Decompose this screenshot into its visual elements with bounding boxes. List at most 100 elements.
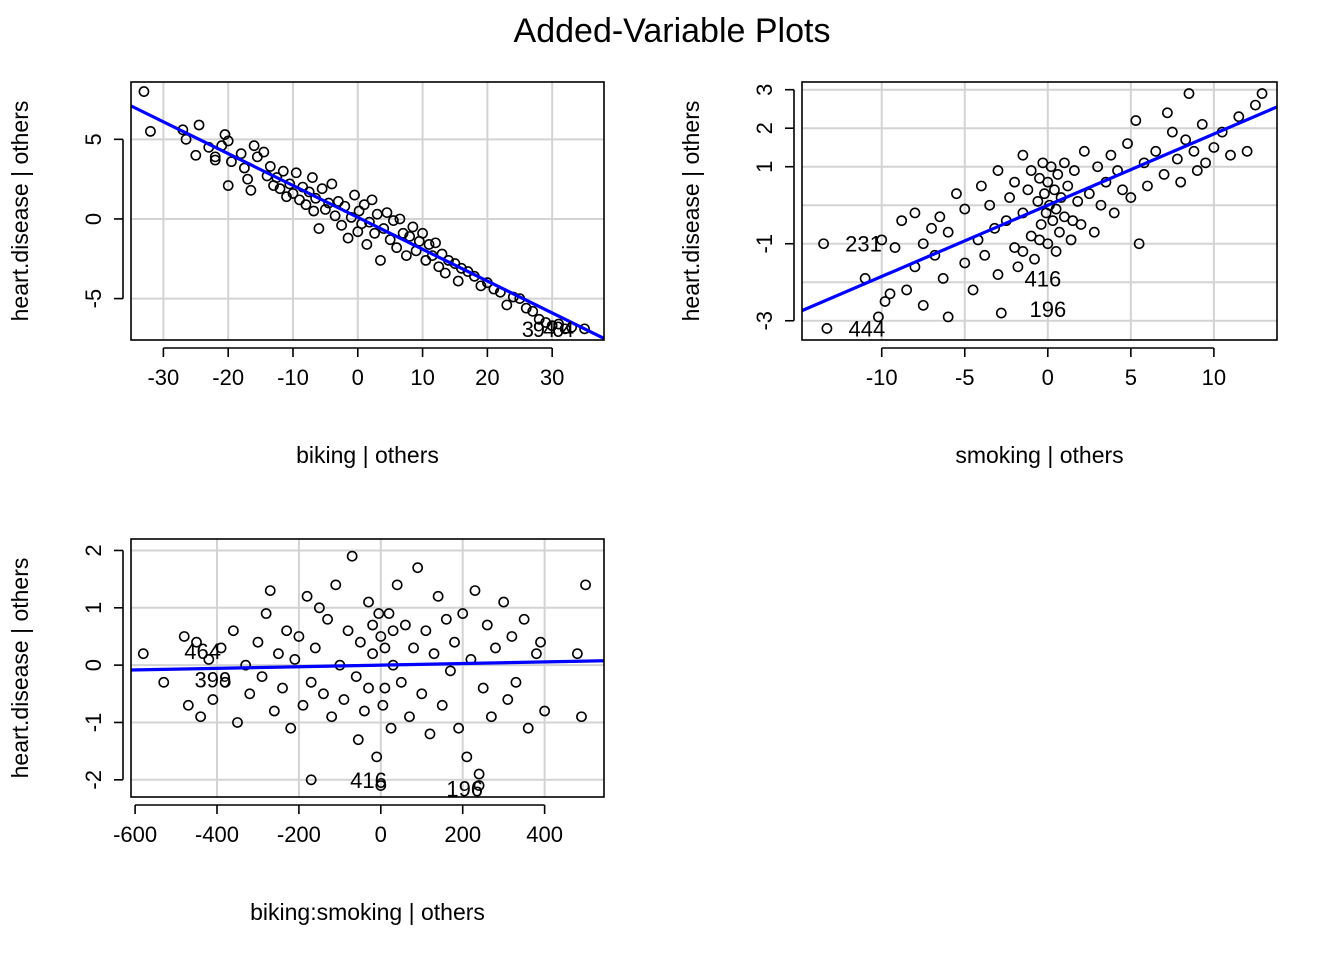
data-point: [1034, 234, 1045, 246]
data-point: [191, 636, 202, 648]
data-point: [178, 631, 190, 642]
data-point: [369, 227, 381, 239]
data-point: [319, 204, 331, 215]
data-point: [219, 129, 231, 140]
data-point: [232, 717, 243, 728]
data-point: [436, 699, 448, 711]
data-point: [359, 705, 370, 717]
point-label: 196: [1030, 297, 1067, 322]
x-tick-label: -10: [277, 365, 309, 390]
data-point: [992, 269, 1004, 280]
data-point: [193, 119, 205, 131]
data-point: [363, 682, 374, 694]
data-point: [318, 688, 329, 700]
data-point: [959, 257, 971, 269]
y-axis-title: heart.disease | others: [7, 558, 33, 779]
data-point: [821, 323, 833, 334]
x-tick-label: -20: [212, 365, 244, 390]
data-point: [290, 167, 302, 179]
data-point: [522, 722, 534, 734]
data-point: [373, 608, 385, 619]
data-point: [353, 205, 365, 217]
data-point: [274, 183, 286, 195]
x-tick-label: -10: [866, 365, 898, 390]
data-point: [926, 222, 937, 234]
data-point: [285, 722, 297, 734]
data-point: [287, 188, 299, 199]
data-point: [383, 608, 395, 619]
data-point: [1133, 238, 1145, 250]
data-point: [377, 699, 389, 711]
data-point: [1095, 199, 1107, 211]
data-point: [430, 237, 441, 249]
fit-line: [802, 105, 1277, 313]
data-point: [942, 226, 954, 238]
data-point: [371, 751, 383, 763]
data-point: [1088, 226, 1100, 238]
data-point: [1059, 157, 1070, 169]
data-point: [934, 211, 946, 223]
data-point: [1196, 118, 1208, 130]
data-point: [420, 625, 432, 637]
data-point: [381, 207, 393, 218]
data-point: [457, 608, 469, 619]
y-axis-title: heart.disease | others: [678, 101, 704, 322]
data-point: [309, 642, 321, 654]
data-point: [308, 205, 320, 217]
data-point: [301, 590, 313, 602]
data-point: [1025, 165, 1037, 176]
data-point: [322, 613, 333, 625]
data-point: [1122, 138, 1133, 150]
data-point: [215, 642, 227, 654]
data-point: [1250, 99, 1261, 111]
data-point: [336, 219, 347, 231]
data-point: [1150, 145, 1162, 157]
data-point: [579, 323, 590, 335]
point-label: 4: [562, 317, 574, 342]
data-point: [289, 654, 301, 665]
data-point: [531, 648, 542, 660]
data-point: [400, 250, 412, 261]
data-point: [367, 619, 379, 631]
x-tick-label: 5: [1125, 365, 1137, 390]
data-point: [984, 199, 996, 211]
data-point: [527, 305, 539, 317]
point-label: 9: [533, 317, 545, 342]
data-point: [240, 659, 252, 671]
data-point: [533, 313, 545, 325]
data-point: [452, 275, 464, 287]
data-point: [1065, 234, 1077, 246]
data-point: [879, 296, 891, 307]
data-point: [1125, 192, 1137, 203]
y-tick-label: 0: [81, 659, 106, 671]
data-point: [338, 694, 350, 705]
data-point: [395, 676, 407, 688]
data-point: [391, 242, 403, 254]
x-axis-title: biking:smoking | others: [250, 899, 485, 925]
point-label: 464: [184, 639, 221, 664]
data-point: [1050, 246, 1062, 257]
data-point: [884, 288, 896, 300]
data-point: [219, 676, 231, 688]
data-point: [432, 590, 444, 602]
data-point: [354, 636, 366, 648]
plot-frame: [130, 538, 605, 798]
data-point: [412, 562, 424, 574]
data-point: [137, 648, 149, 660]
data-point: [329, 210, 341, 222]
data-point: [1049, 184, 1060, 196]
data-point: [1050, 203, 1062, 215]
data-point: [475, 280, 487, 292]
data-point: [995, 307, 1007, 319]
data-point: [518, 613, 530, 625]
data-point: [1009, 176, 1020, 188]
data-point: [305, 774, 317, 786]
x-tick-label: 200: [444, 822, 481, 847]
data-point: [909, 207, 921, 219]
y-tick-label: 2: [752, 122, 777, 134]
data-point: [1052, 169, 1064, 180]
data-point: [1072, 195, 1084, 207]
data-point: [387, 625, 399, 637]
x-tick-label: -600: [113, 822, 157, 847]
